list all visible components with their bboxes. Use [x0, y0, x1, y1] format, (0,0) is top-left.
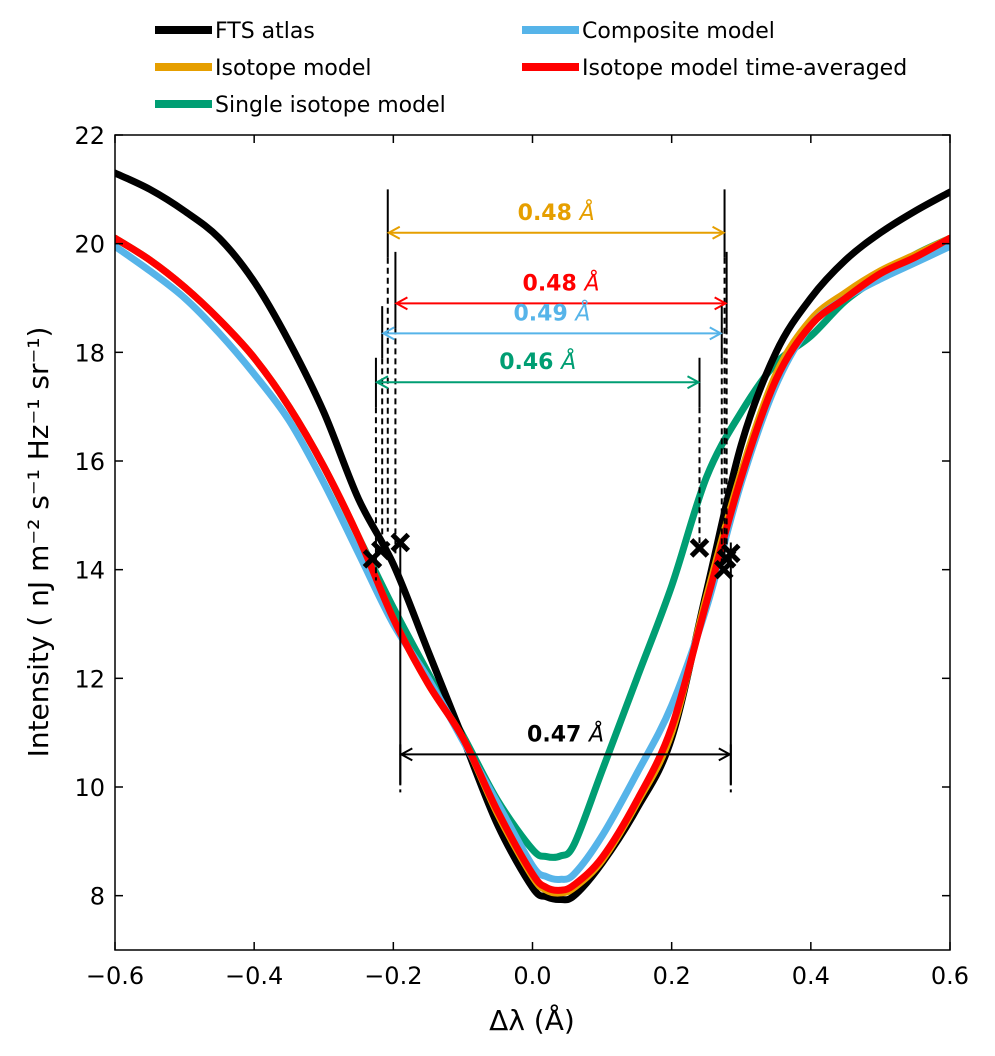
x-tick-label: 0.6	[931, 962, 969, 990]
cross-marker	[689, 538, 710, 558]
y-tick-label: 18	[74, 339, 105, 367]
width-arrowhead-right	[709, 326, 723, 341]
series-line-isotope-model	[115, 234, 950, 897]
width-arrowhead-right	[687, 375, 701, 390]
legend-label: Composite model	[582, 19, 775, 44]
series-line-isotope-model-time-averaged	[115, 234, 950, 894]
y-axis-title: Intensity ( nJ m⁻² s⁻¹ Hz⁻¹ sr⁻¹)	[22, 327, 55, 758]
legend-label: Isotope model	[215, 56, 372, 81]
x-axis-title: Δλ (Å)	[489, 1003, 575, 1037]
series-line-fts-atlas	[115, 169, 950, 904]
plot-lines	[115, 169, 950, 904]
width-label: 0.46 Å	[499, 348, 576, 375]
cross-marker	[390, 532, 411, 553]
y-tick-label: 8	[90, 883, 105, 911]
width-label: 0.48 Å	[518, 199, 595, 226]
cross-markers	[362, 532, 741, 580]
width-label: 0.47 Å	[527, 720, 604, 747]
x-tick-label: −0.4	[225, 962, 283, 990]
cross-marker	[371, 540, 391, 561]
legend: FTS atlas Composite model Isotope model Iso…	[155, 19, 907, 118]
width-arrowhead-right	[714, 296, 728, 311]
x-tick-label: −0.6	[86, 962, 144, 990]
width-annotation: 0.49 Å	[381, 299, 723, 565]
width-arrowhead-left	[399, 747, 413, 762]
width-arrowhead-right	[712, 225, 726, 240]
x-tick-label: 0.2	[653, 962, 691, 990]
width-annotation: 0.47 Å	[399, 542, 732, 793]
y-tick-label: 20	[74, 231, 105, 259]
width-arrowhead-left	[374, 375, 389, 390]
legend-label: Single isotope model	[215, 93, 446, 118]
y-tick-label: 12	[74, 665, 105, 693]
y-tick-label: 14	[74, 557, 105, 585]
width-arrowhead-right	[718, 747, 732, 762]
y-tick-label: 16	[74, 448, 105, 476]
width-annotations: 0.48 Å 0.48 Å 0.49 Å 0.46 Å 0.47 Å	[374, 189, 732, 793]
width-label: 0.48 Å	[523, 269, 600, 296]
width-annotation: 0.48 Å	[386, 189, 726, 570]
legend-label: FTS atlas	[215, 19, 315, 44]
series-line-single-isotope-model	[115, 234, 950, 861]
width-label: 0.49 Å	[513, 299, 590, 326]
x-tick-label: 0.4	[792, 962, 830, 990]
width-annotation: 0.46 Å	[374, 348, 701, 581]
x-tick-label: −0.2	[364, 962, 422, 990]
y-tick-label: 10	[74, 774, 105, 802]
y-tick-label: 22	[74, 122, 105, 150]
width-arrowhead-left	[386, 225, 401, 240]
legend-label: Isotope model time-averaged	[582, 56, 907, 81]
width-arrowhead-left	[394, 296, 408, 311]
cross-marker	[716, 549, 737, 569]
x-tick-label: 0.0	[513, 962, 551, 990]
width-arrowhead-left	[381, 326, 395, 341]
axes: −0.6 −0.4 −0.2 0.0 0.2 0.4 0.6 8 10 12 14 16 18 20 22	[74, 122, 969, 990]
width-annotation: 0.48 Å	[394, 251, 728, 554]
